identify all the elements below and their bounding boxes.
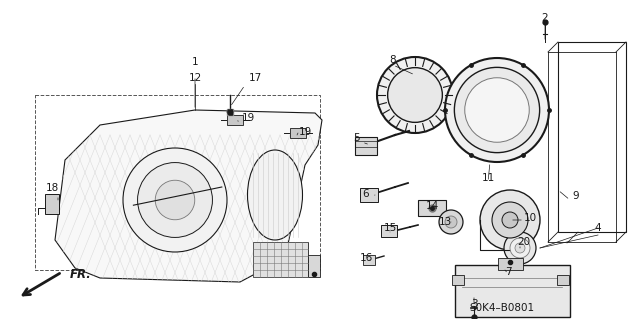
Text: 17: 17 xyxy=(248,73,262,83)
Ellipse shape xyxy=(248,150,303,240)
Text: 9: 9 xyxy=(573,191,579,201)
Circle shape xyxy=(510,238,530,258)
Circle shape xyxy=(492,202,528,238)
Text: S0K4–B0801: S0K4–B0801 xyxy=(469,303,534,313)
Circle shape xyxy=(138,163,212,237)
Text: 8: 8 xyxy=(390,55,396,65)
Circle shape xyxy=(454,67,540,152)
Text: 15: 15 xyxy=(383,223,397,233)
Circle shape xyxy=(388,68,442,122)
Circle shape xyxy=(377,57,453,133)
Bar xyxy=(355,137,377,155)
Bar xyxy=(557,275,569,285)
Bar xyxy=(290,128,306,138)
Polygon shape xyxy=(55,110,322,282)
Text: 5: 5 xyxy=(353,133,359,143)
Bar xyxy=(381,225,397,237)
Text: 6: 6 xyxy=(363,189,369,199)
Bar xyxy=(360,188,378,202)
Circle shape xyxy=(439,210,463,234)
Text: 4: 4 xyxy=(595,223,602,233)
Text: 13: 13 xyxy=(438,217,452,227)
Circle shape xyxy=(502,212,518,228)
Circle shape xyxy=(515,243,525,253)
Bar xyxy=(363,255,375,265)
Text: 19: 19 xyxy=(298,127,312,137)
Text: 7: 7 xyxy=(505,267,511,277)
Text: 1: 1 xyxy=(192,57,198,67)
Bar xyxy=(498,258,523,270)
Text: 11: 11 xyxy=(481,173,495,183)
Circle shape xyxy=(445,58,549,162)
Circle shape xyxy=(123,148,227,252)
Bar xyxy=(452,275,464,285)
Text: 18: 18 xyxy=(45,183,59,193)
Circle shape xyxy=(465,78,529,142)
Bar xyxy=(45,194,59,214)
Circle shape xyxy=(480,190,540,250)
Text: FR.: FR. xyxy=(70,269,92,281)
Bar xyxy=(455,265,570,317)
Text: 20: 20 xyxy=(517,237,531,247)
Bar xyxy=(35,95,320,270)
Circle shape xyxy=(445,216,457,228)
Text: 2: 2 xyxy=(541,13,548,23)
Text: 19: 19 xyxy=(241,113,255,123)
Bar xyxy=(418,200,446,216)
Text: 14: 14 xyxy=(426,201,438,211)
Text: 12: 12 xyxy=(188,73,202,83)
Bar xyxy=(253,242,308,277)
Circle shape xyxy=(156,180,195,220)
Text: 16: 16 xyxy=(360,253,372,263)
Text: 3: 3 xyxy=(470,299,477,309)
Bar xyxy=(227,115,243,125)
Circle shape xyxy=(504,232,536,264)
Text: 10: 10 xyxy=(524,213,536,223)
Bar xyxy=(558,42,626,232)
Bar xyxy=(308,255,320,277)
